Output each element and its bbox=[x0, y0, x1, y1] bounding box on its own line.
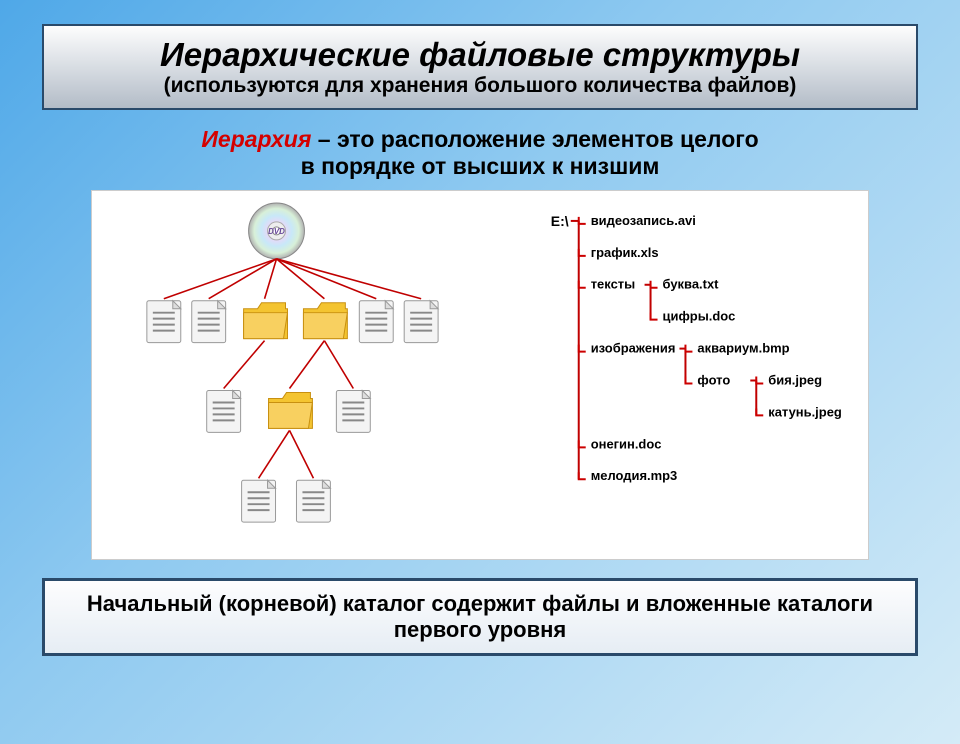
title-box: Иерархические файловые структуры (исполь… bbox=[42, 24, 918, 110]
tree-бия.jpeg: бия.jpeg bbox=[768, 373, 822, 388]
doc-l1-4 bbox=[359, 301, 393, 343]
tree-фото: фото bbox=[697, 373, 730, 388]
diagram-panel: DVD E:\видеозапись.aviграфик.xlsтекстыбу… bbox=[91, 190, 869, 560]
title-main: Иерархические файловые структуры bbox=[58, 36, 902, 74]
doc-l1-0 bbox=[147, 301, 181, 343]
tree-видеозапись.avi: видеозапись.avi bbox=[591, 213, 696, 228]
definition: Иерархия – это расположение элементов це… bbox=[60, 126, 900, 180]
doc-l3-0 bbox=[242, 480, 276, 522]
definition-line2: в порядке от высших к низшим bbox=[301, 153, 660, 179]
footer-text: Начальный (корневой) каталог содержит фа… bbox=[87, 591, 873, 642]
diagram-svg: DVD E:\видеозапись.aviграфик.xlsтекстыбу… bbox=[92, 191, 868, 560]
tree-мелодия.mp3: мелодия.mp3 bbox=[591, 468, 678, 483]
folder-l1-3 bbox=[303, 303, 347, 339]
tree-тексты: тексты bbox=[591, 277, 635, 292]
doc-l2-2 bbox=[336, 390, 370, 432]
tree-онегин.doc: онегин.doc bbox=[591, 436, 662, 451]
doc-l1-1 bbox=[192, 301, 226, 343]
dvd-icon bbox=[249, 203, 305, 259]
doc-l3-1 bbox=[296, 480, 330, 522]
tree-график.xls: график.xls bbox=[591, 245, 659, 260]
folder-l1-2 bbox=[244, 303, 288, 339]
tree-цифры.doc: цифры.doc bbox=[663, 309, 736, 324]
folder-l2-1 bbox=[269, 392, 313, 428]
tree-изображения: изображения bbox=[591, 341, 676, 356]
title-sub: (используются для хранения большого коли… bbox=[58, 74, 902, 98]
footer-box: Начальный (корневой) каталог содержит фа… bbox=[42, 578, 918, 656]
doc-l2-0 bbox=[207, 390, 241, 432]
tree-root: E:\ bbox=[551, 213, 569, 229]
tree-буква.txt: буква.txt bbox=[663, 277, 720, 292]
doc-l1-5 bbox=[404, 301, 438, 343]
definition-highlight: Иерархия bbox=[201, 126, 311, 152]
tree-катунь.jpeg: катунь.jpeg bbox=[768, 404, 842, 419]
definition-rest: – это расположение элементов целого bbox=[311, 126, 758, 152]
tree-аквариум.bmp: аквариум.bmp bbox=[697, 341, 789, 356]
